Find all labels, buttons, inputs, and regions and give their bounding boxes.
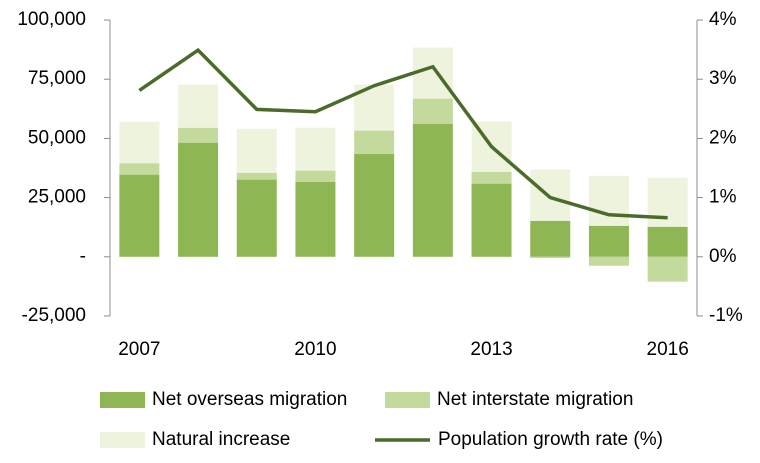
bar-segment — [530, 220, 571, 257]
bar-segment — [530, 256, 571, 258]
y-tick-label: 75,000 — [28, 68, 86, 89]
bar-segment — [119, 174, 160, 257]
y2-tick-label: -1% — [709, 305, 743, 326]
bar-segment — [412, 47, 453, 99]
x-tick-label: 2010 — [294, 339, 336, 360]
x-tick-label: 2016 — [647, 339, 689, 360]
bar-segment — [178, 84, 219, 128]
bar-segment — [412, 123, 453, 257]
bar-segment — [119, 163, 160, 175]
bar-segment — [471, 171, 512, 184]
bar-segment — [354, 130, 395, 154]
bar-segment — [530, 169, 571, 221]
y-tick-label: 25,000 — [28, 187, 86, 208]
bar-segment — [119, 121, 160, 164]
y-tick-label: 50,000 — [28, 127, 86, 148]
y2-tick-label: 1% — [709, 187, 737, 208]
y-tick-label: - — [80, 246, 86, 267]
line-series — [138, 47, 668, 220]
bar-segment — [588, 256, 629, 266]
bar-segment — [295, 170, 336, 182]
legend-label: Net interstate migration — [437, 389, 633, 410]
bar-segment — [295, 181, 336, 257]
bar-segment — [588, 175, 629, 226]
legend-swatch — [100, 392, 145, 408]
y2-tick-label: 2% — [709, 127, 737, 148]
legend-swatch — [100, 432, 145, 448]
legend-swatch — [385, 392, 430, 408]
y2-tick-label: 0% — [709, 246, 737, 267]
bar-segment — [588, 225, 629, 257]
legend-label: Net overseas migration — [152, 389, 347, 410]
y-tick-label: 100,000 — [17, 9, 86, 30]
y2-tick-label: 4% — [709, 9, 737, 30]
bar-segment — [647, 226, 688, 257]
y2-tick-label: 3% — [709, 68, 737, 89]
bar-segment — [295, 127, 336, 171]
x-tick-label: 2013 — [470, 339, 512, 360]
y-tick-label: -25,000 — [22, 305, 86, 326]
bar-segment — [412, 98, 453, 124]
bar-segment — [471, 183, 512, 257]
x-tick-label: 2007 — [118, 339, 160, 360]
bar-segment — [236, 179, 277, 257]
bar-segment — [647, 177, 688, 227]
bar-segment — [178, 142, 219, 257]
bar-segment — [236, 128, 277, 173]
bar-segment — [236, 172, 277, 180]
bar-segment — [647, 256, 688, 282]
legend-label: Natural increase — [152, 429, 290, 450]
bar-segment — [178, 127, 219, 143]
legend-label: Population growth rate (%) — [438, 429, 663, 450]
bar-segment — [354, 153, 395, 257]
